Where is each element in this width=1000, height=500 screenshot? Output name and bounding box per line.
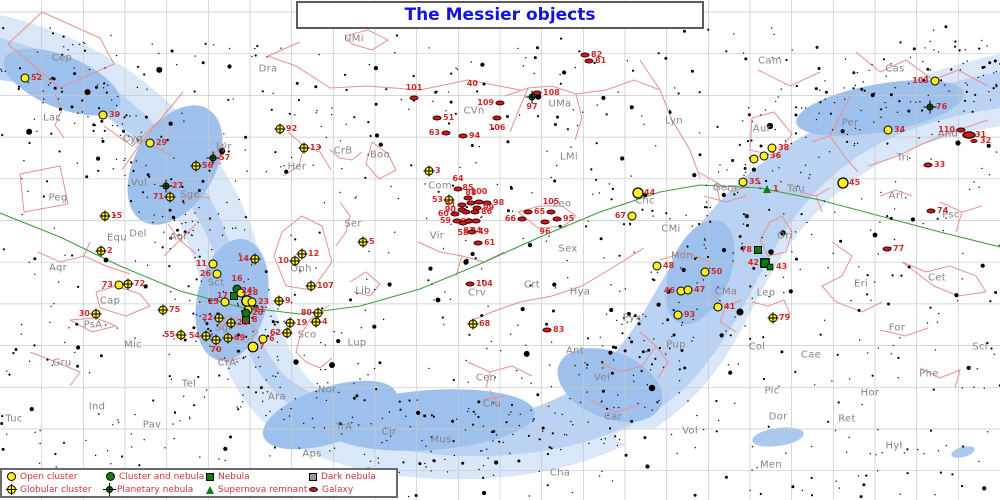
large-magellanic-cloud [752,427,804,447]
chart-title-box: The Messier objects [296,1,704,29]
legend-label: Nebula [218,471,250,482]
ecliptic-line [0,184,1000,315]
legend-item-open-cluster: Open cluster [7,472,106,482]
planetary-nebula-icon [103,483,116,496]
supernova-remnant-icon [206,485,214,494]
legend-label: Dark nebula [321,471,376,482]
cluster-and-nebula-icon [106,472,115,481]
open-cluster-icon [7,472,16,481]
legend-label: Galaxy [322,484,354,495]
legend-item-dark-nebula: Dark nebula [309,472,396,482]
legend-item-globular-cluster: Globular cluster [6,484,106,495]
legend: Open cluster Cluster and nebula Nebula Dark… [0,468,398,498]
globular-cluster-icon [6,484,17,495]
page-title: The Messier objects [404,5,596,25]
legend-label: Supernova remnant [218,484,308,495]
galaxy-icon [309,487,318,492]
legend-label: Planetary nebula [117,484,194,495]
legend-label: Globular cluster [20,484,92,495]
legend-item-cluster-and-nebula: Cluster and nebula [106,472,206,482]
nebula-icon [206,472,214,481]
legend-item-supernova-remnant: Supernova remnant [206,485,309,495]
dark-nebula-icon [309,472,317,481]
small-magellanic-cloud [951,446,975,458]
legend-item-nebula: Nebula [206,472,309,482]
legend-item-galaxy: Galaxy [309,485,396,495]
legend-label: Open cluster [20,471,78,482]
legend-item-planetary-nebula: Planetary nebula [103,483,206,496]
legend-label: Cluster and nebula [119,471,205,482]
